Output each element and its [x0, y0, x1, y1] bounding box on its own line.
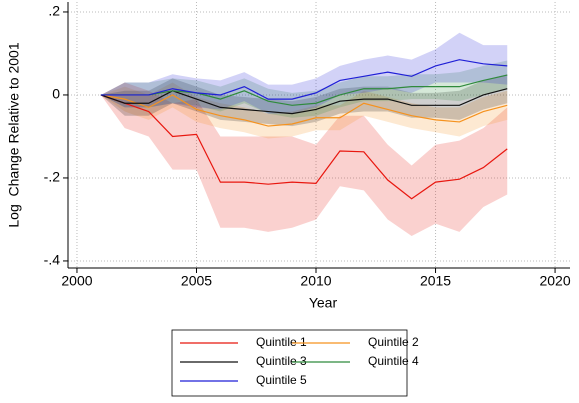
x-tick-label: 2000: [61, 273, 92, 289]
confidence-band: [100, 74, 508, 127]
y-tick-label: .2: [48, 3, 60, 19]
line: [100, 59, 508, 100]
line: [100, 88, 508, 115]
y-tick-label: -.2: [44, 169, 61, 185]
confidence-band: [100, 82, 508, 139]
legend-label: Quintile 4: [368, 354, 419, 368]
line: [100, 74, 508, 106]
x-tick-label: 2005: [181, 273, 212, 289]
x-tick-label: 2010: [300, 273, 331, 289]
y-axis-label: Log Change Relative to 2001: [6, 42, 22, 227]
x-tick-label: 2015: [420, 273, 451, 289]
legend-box: [171, 329, 408, 397]
legend: Quintile 1 Quintile 2 Quintile 3 Quintile 4…: [180, 335, 419, 387]
confidence-band: [100, 82, 508, 237]
x-axis-label: Year: [309, 295, 338, 311]
legend-label: Quintile 2: [368, 335, 419, 349]
x-tick-label: 2020: [539, 273, 570, 289]
legend-label: Quintile 5: [256, 373, 307, 387]
legend-label: Quintile 3: [256, 354, 307, 368]
line: [100, 94, 508, 200]
y-tick-label: -.4: [44, 252, 61, 268]
legend-label: Quintile 1: [256, 335, 307, 349]
line: [100, 94, 508, 127]
y-tick-label: 0: [52, 86, 60, 102]
